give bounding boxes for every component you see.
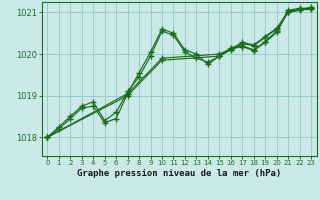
X-axis label: Graphe pression niveau de la mer (hPa): Graphe pression niveau de la mer (hPa) — [77, 169, 281, 178]
